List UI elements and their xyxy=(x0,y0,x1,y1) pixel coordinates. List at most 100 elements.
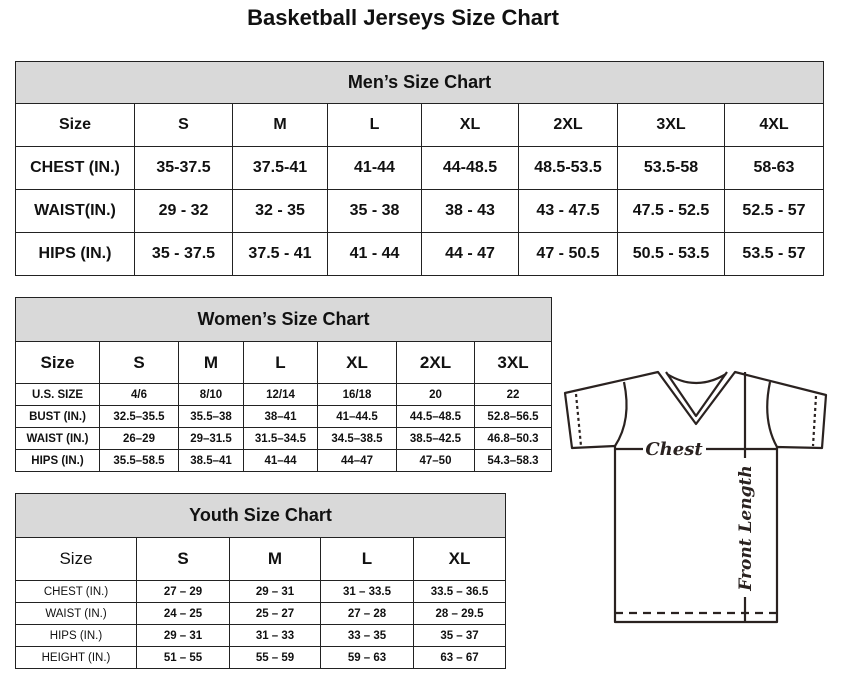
table-cell: 8/10 xyxy=(178,383,244,406)
table-row: BUST (IN.) 32.5–35.5 35.5–38 38–41 41–44.5 44… xyxy=(15,405,553,428)
table-cell: 41 - 44 xyxy=(327,232,422,276)
table-row: U.S. SIZE 4/6 8/10 12/14 16/18 20 22 xyxy=(15,383,553,406)
row-label: HIPS (IN.) xyxy=(15,449,100,472)
table-cell: M xyxy=(178,341,244,384)
table-row: HIPS (IN.) 35 - 37.5 37.5 - 41 41 - 44 44 - … xyxy=(15,232,824,276)
table-cell: 25 – 27 xyxy=(229,602,321,625)
table-cell: 29 - 32 xyxy=(134,189,233,233)
table-cell: 20 xyxy=(396,383,475,406)
table-row: WAIST(IN.) 29 - 32 32 - 35 35 - 38 38 - 43 43… xyxy=(15,189,824,233)
table-cell: 35-37.5 xyxy=(134,146,233,190)
table-cell: 24 – 25 xyxy=(136,602,230,625)
table-cell: M xyxy=(232,103,328,147)
table-cell: 41–44 xyxy=(243,449,318,472)
table-cell: 63 – 67 xyxy=(412,646,507,669)
table-cell: 31 – 33 xyxy=(229,624,321,647)
table-cell: 27 – 28 xyxy=(320,602,414,625)
header-row: Size S M L XL 2XL 3XL xyxy=(15,341,553,384)
row-label: Size xyxy=(15,341,100,384)
table-cell: 47–50 xyxy=(396,449,475,472)
table-cell: XL xyxy=(412,537,507,581)
chest-label: Chest xyxy=(645,439,703,460)
table-cell: 59 – 63 xyxy=(320,646,414,669)
table-cell: 29 – 31 xyxy=(229,580,321,603)
table-cell: 37.5 - 41 xyxy=(232,232,328,276)
row-label: HIPS (IN.) xyxy=(15,624,137,647)
shirt-outline xyxy=(563,370,828,624)
table-cell: 52.5 - 57 xyxy=(724,189,824,233)
table-cell: 44 - 47 xyxy=(421,232,519,276)
mens-table-title: Men’s Size Chart xyxy=(15,61,824,104)
youth-size-table: Youth Size Chart Size S M L XL CHEST (IN.) 27 … xyxy=(14,493,507,669)
jersey-diagram: Chest Front Length xyxy=(563,370,828,624)
row-label: BUST (IN.) xyxy=(15,405,100,428)
table-cell: 31 – 33.5 xyxy=(320,580,414,603)
table-cell: 37.5-41 xyxy=(232,146,328,190)
header-row: Size S M L XL xyxy=(15,537,507,581)
table-cell: S xyxy=(136,537,230,581)
mens-size-table: Men’s Size Chart Size S M L XL 2XL 3XL 4XL CHEST… xyxy=(15,61,824,276)
header-row: Size S M L XL 2XL 3XL 4XL xyxy=(15,103,824,147)
table-cell: 44.5–48.5 xyxy=(396,405,475,428)
table-cell: 38.5–41 xyxy=(178,449,244,472)
table-cell: 48.5-53.5 xyxy=(518,146,618,190)
table-cell: 33 – 35 xyxy=(320,624,414,647)
table-cell: 46.8–50.3 xyxy=(473,427,553,450)
womens-table-title: Women’s Size Chart xyxy=(14,297,553,342)
table-cell: 2XL xyxy=(518,103,618,147)
row-label: U.S. SIZE xyxy=(15,383,100,406)
table-cell: 16/18 xyxy=(317,383,397,406)
table-row: HIPS (IN.) 35.5–58.5 38.5–41 41–44 44–47 47–5… xyxy=(15,449,553,472)
table-cell: L xyxy=(243,341,318,384)
table-cell: 47 - 50.5 xyxy=(518,232,618,276)
table-cell: 52.8–56.5 xyxy=(473,405,553,428)
table-cell: 34.5–38.5 xyxy=(317,427,397,450)
table-row: CHEST (IN.) 27 – 29 29 – 31 31 – 33.5 33.5 –… xyxy=(15,580,507,603)
table-row: WAIST (IN.) 24 – 25 25 – 27 27 – 28 28 – 29.… xyxy=(15,602,507,625)
table-cell: 2XL xyxy=(396,341,475,384)
row-label: WAIST(IN.) xyxy=(15,189,135,233)
table-cell: 26–29 xyxy=(99,427,179,450)
table-row: HIPS (IN.) 29 – 31 31 – 33 33 – 35 35 – 37 xyxy=(15,624,507,647)
row-label: Size xyxy=(15,537,137,581)
row-label: CHEST (IN.) xyxy=(15,580,137,603)
table-cell: 32 - 35 xyxy=(232,189,328,233)
table-cell: 44-48.5 xyxy=(421,146,519,190)
row-label: WAIST (IN.) xyxy=(15,427,100,450)
table-cell: 3XL xyxy=(617,103,725,147)
table-cell: 29 – 31 xyxy=(136,624,230,647)
row-label: CHEST (IN.) xyxy=(15,146,135,190)
table-cell: 53.5 - 57 xyxy=(724,232,824,276)
table-cell: 38 - 43 xyxy=(421,189,519,233)
table-cell: 44–47 xyxy=(317,449,397,472)
table-cell: 35 – 37 xyxy=(412,624,507,647)
table-cell: 41-44 xyxy=(327,146,422,190)
table-cell: L xyxy=(327,103,422,147)
table-cell: 55 – 59 xyxy=(229,646,321,669)
table-cell: 4XL xyxy=(724,103,824,147)
table-cell: 47.5 - 52.5 xyxy=(617,189,725,233)
table-cell: 50.5 - 53.5 xyxy=(617,232,725,276)
table-cell: 38–41 xyxy=(243,405,318,428)
table-cell: 12/14 xyxy=(243,383,318,406)
table-cell: 31.5–34.5 xyxy=(243,427,318,450)
table-cell: 35 - 37.5 xyxy=(134,232,233,276)
table-cell: 51 – 55 xyxy=(136,646,230,669)
table-row: CHEST (IN.) 35-37.5 37.5-41 41-44 44-48.5 48.… xyxy=(15,146,824,190)
table-cell: S xyxy=(134,103,233,147)
table-cell: 35.5–58.5 xyxy=(99,449,179,472)
table-cell: 58-63 xyxy=(724,146,824,190)
front-length-label: Front Length xyxy=(736,465,756,591)
table-cell: XL xyxy=(317,341,397,384)
page-title: Basketball Jerseys Size Chart xyxy=(247,5,559,30)
table-cell: 35.5–38 xyxy=(178,405,244,428)
table-cell: 4/6 xyxy=(99,383,179,406)
table-cell: 53.5-58 xyxy=(617,146,725,190)
table-cell: 43 - 47.5 xyxy=(518,189,618,233)
table-cell: 33.5 – 36.5 xyxy=(412,580,507,603)
row-label: WAIST (IN.) xyxy=(15,602,137,625)
table-cell: 3XL xyxy=(473,341,553,384)
table-cell: 22 xyxy=(473,383,553,406)
row-label: HEIGHT (IN.) xyxy=(15,646,137,669)
table-cell: M xyxy=(229,537,321,581)
